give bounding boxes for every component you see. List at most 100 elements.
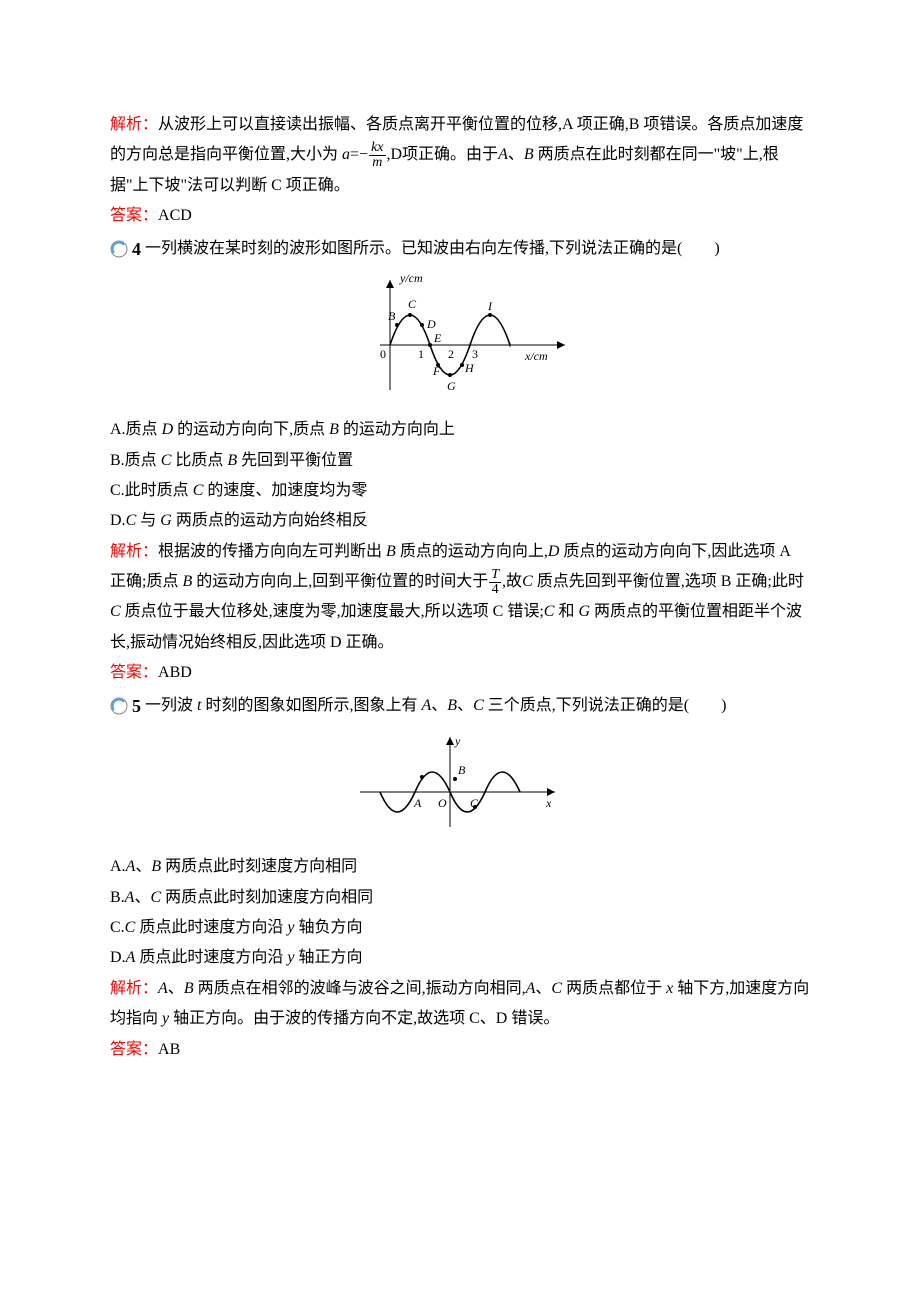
answer-value: ACD (158, 207, 192, 224)
text: 质点先回到平衡位置,选项 B 正确;此时 (533, 573, 804, 590)
q4-analysis: 解析：根据波的传播方向向左可判断出 B 质点的运动方向向上,D 质点的运动方向向… (110, 537, 810, 659)
question-number-icon: 5 (110, 689, 141, 723)
text: 根据波的传播方向向左可判断出 (158, 543, 386, 560)
frac-den: m (369, 156, 385, 170)
text: 两质点都位于 (562, 980, 666, 997)
q3-ana-part2: ,D项正确。由于 (387, 146, 499, 163)
var: C (551, 980, 562, 997)
answer-label: 答案： (110, 664, 158, 681)
page-container: 解析：从波形上可以直接读出振幅、各质点离开平衡位置的位移,A 项正确,B 项错误… (0, 0, 920, 1302)
svg-text:y/cm: y/cm (399, 271, 423, 285)
q4-option-d: D.C 与 G 两质点的运动方向始终相反 (110, 506, 810, 536)
svg-text:G: G (447, 379, 456, 393)
analysis-label: 解析： (110, 543, 158, 560)
q4-option-a: A.质点 D 的运动方向向下,质点 B 的运动方向向上 (110, 415, 810, 445)
svg-text:3: 3 (472, 347, 478, 361)
svg-text:B: B (388, 309, 396, 323)
question-number-icon: 4 (110, 232, 141, 266)
q3-analysis: 解析：从波形上可以直接读出振幅、各质点离开平衡位置的位移,A 项正确,B 项错误… (110, 110, 810, 201)
text: C. (110, 919, 125, 936)
q4-stem-text: 一列横波在某时刻的波形如图所示。已知波由右向左传播,下列说法正确的是( ) (141, 239, 720, 256)
frac-num: T (489, 568, 501, 583)
var: G (160, 512, 172, 529)
svg-text:C: C (470, 796, 479, 810)
text: A. (110, 858, 126, 875)
svg-text:C: C (408, 297, 417, 311)
svg-text:I: I (487, 299, 493, 313)
text: B.质点 (110, 452, 161, 469)
text: 比质点 (171, 452, 227, 469)
analysis-label: 解析： (110, 980, 158, 997)
q3-ana-B: B (524, 146, 534, 163)
q4-option-b: B.质点 C 比质点 B 先回到平衡位置 (110, 446, 810, 476)
var: A (126, 949, 136, 966)
q5-stem: 5 一列波 t 时刻的图象如图所示,图象上有 A、B、C 三个质点,下列说法正确… (110, 689, 810, 723)
formula-a: a (342, 146, 350, 163)
svg-text:F: F (432, 364, 441, 378)
svg-text:H: H (464, 361, 475, 375)
text: 两质点的运动方向始终相反 (172, 512, 368, 529)
text: B. (110, 889, 125, 906)
text: D. (110, 949, 126, 966)
q3-ana-A: A (498, 146, 508, 163)
var: A (126, 858, 136, 875)
frac-num: kx (369, 141, 385, 156)
svg-text:0: 0 (380, 347, 386, 361)
var: C (150, 889, 161, 906)
var: B (184, 980, 194, 997)
svg-text:2: 2 (448, 347, 454, 361)
svg-text:A: A (413, 796, 422, 810)
svg-text:x: x (545, 796, 552, 810)
q3-answer: 答案：ACD (110, 201, 810, 231)
sep: 、 (457, 696, 473, 713)
q4-option-c: C.此时质点 C 的速度、加速度均为零 (110, 476, 810, 506)
var: C (161, 452, 172, 469)
svg-text:1: 1 (418, 347, 424, 361)
text: 轴正方向 (294, 949, 362, 966)
text: 的运动方向向下,质点 (173, 421, 329, 438)
formula-frac: kxm (369, 141, 385, 170)
text: A.质点 (110, 421, 162, 438)
q5-option-c: C.C 质点此时速度方向沿 y 轴负方向 (110, 913, 810, 943)
q4-answer: 答案：ABD (110, 658, 810, 688)
var: A (125, 889, 135, 906)
formula-eq: =− (350, 146, 368, 163)
var: A (158, 980, 168, 997)
var: C (125, 919, 136, 936)
q5-answer: 答案：AB (110, 1035, 810, 1065)
text: 轴正方向。由于波的传播方向不定,故选项 C、D 错误。 (169, 1010, 559, 1027)
answer-label: 答案： (110, 207, 158, 224)
frac: T4 (489, 568, 501, 597)
answer-label: 答案： (110, 1041, 158, 1058)
q5-option-d: D.A 质点此时速度方向沿 y 轴正方向 (110, 943, 810, 973)
var: C (193, 482, 204, 499)
var: C (126, 512, 137, 529)
answer-value: AB (158, 1041, 180, 1058)
var: B (227, 452, 237, 469)
q5-option-a: A.A、B 两质点此时刻速度方向相同 (110, 852, 810, 882)
sep: 、 (431, 696, 447, 713)
var: B (329, 421, 339, 438)
text: 与 (136, 512, 160, 529)
svg-text:x/cm: x/cm (524, 349, 548, 363)
var: C (544, 603, 555, 620)
text: 和 (554, 603, 578, 620)
q4-number: 4 (132, 232, 141, 266)
q5-number: 5 (132, 689, 141, 723)
svg-text:O: O (438, 796, 447, 810)
answer-value: ABD (158, 664, 192, 681)
var: B (182, 573, 192, 590)
text: 三个质点,下列说法正确的是( ) (484, 696, 727, 713)
q5-option-b: B.A、C 两质点此时刻加速度方向相同 (110, 883, 810, 913)
text: 轴负方向 (294, 919, 362, 936)
q4-figure: y/cm B C D E F G H I 0 1 2 3 x/cm (110, 270, 810, 411)
text: 两质点在相邻的波峰与波谷之间,振动方向相同, (194, 980, 526, 997)
sep: 、 (135, 858, 151, 875)
var: D (162, 421, 174, 438)
var: G (578, 603, 590, 620)
svg-text:E: E (433, 331, 442, 345)
svg-text:y: y (454, 734, 461, 748)
q5-figure: y x A B C O (110, 727, 810, 848)
q4-stem: 4 一列横波在某时刻的波形如图所示。已知波由右向左传播,下列说法正确的是( ) (110, 232, 810, 266)
text: 质点的运动方向向上, (396, 543, 548, 560)
